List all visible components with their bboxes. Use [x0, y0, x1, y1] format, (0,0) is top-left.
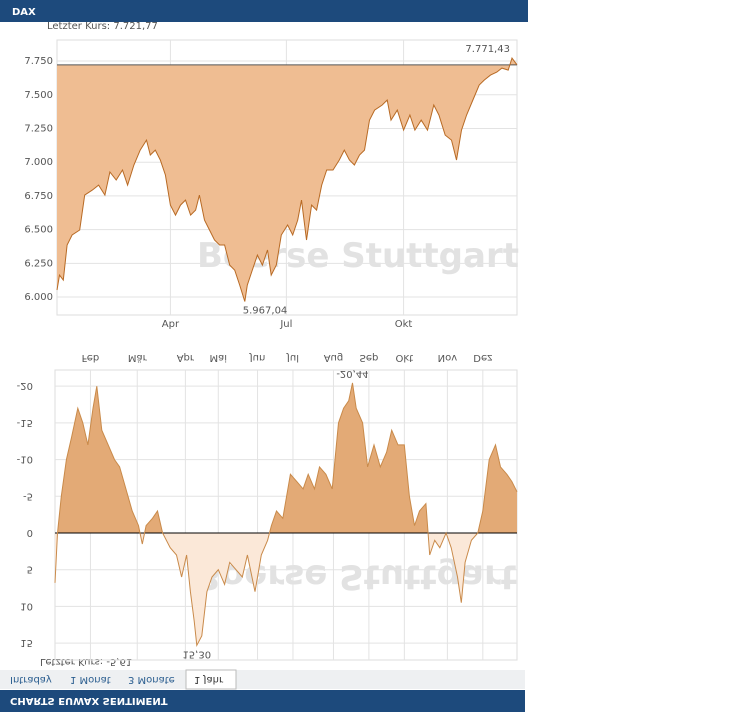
- x-tick-label: Mai: [210, 352, 228, 363]
- x-tick-label: Aug: [324, 352, 344, 363]
- y-tick-label: 7.000: [24, 157, 53, 168]
- x-tick-label: Jul: [286, 352, 299, 363]
- y-tick-label: 6.500: [24, 225, 53, 236]
- max-label: 7.771,43: [465, 44, 510, 55]
- min-label: -20,44: [336, 368, 368, 379]
- y-tick-label: 6.000: [24, 292, 53, 303]
- y-tick-label: 15: [20, 637, 33, 648]
- x-tick-label: Okt: [395, 319, 413, 330]
- max-label: 15,30: [182, 648, 211, 659]
- area: [57, 58, 517, 302]
- y-tick-label: 5: [27, 564, 33, 575]
- tab-active[interactable]: [185, 669, 237, 690]
- header-bar: [0, 0, 528, 22]
- subtitle: Letzter Kurs: -5,61: [40, 656, 132, 667]
- x-tick-label: Dez: [473, 352, 492, 363]
- y-tick-label: 7.500: [24, 90, 53, 101]
- y-tick-label: 0: [27, 527, 33, 538]
- x-tick-label: Nov: [438, 352, 458, 363]
- min-label: 5.967,04: [243, 306, 288, 317]
- x-tick-label: Jun: [249, 352, 266, 363]
- x-tick-label: Jul: [279, 319, 292, 330]
- y-tick-label: 7.750: [24, 56, 53, 67]
- y-tick-label: 10: [20, 600, 33, 611]
- footer-bar: [0, 690, 525, 712]
- x-tick-label: Feb: [82, 352, 100, 363]
- y-tick-label: -15: [17, 417, 33, 428]
- y-tick-label: 6.250: [24, 258, 53, 269]
- x-tick-label: Okt: [396, 352, 414, 363]
- y-tick-label: 6.750: [24, 191, 53, 202]
- subtitle: Letzter Kurs: 7.721,77: [47, 21, 158, 32]
- tab[interactable]: 1 Monat: [70, 674, 111, 685]
- area-negative: [55, 382, 517, 533]
- y-tick-label: -20: [17, 380, 33, 391]
- tab[interactable]: 3 Monate: [128, 674, 175, 685]
- sentiment-panel: CHARTS EUWAX SENTIMENT Intraday 1 Monat …: [0, 352, 525, 712]
- y-tick-label: -10: [17, 454, 33, 465]
- line: [56, 57, 518, 302]
- x-tick-label: Sep: [359, 352, 378, 363]
- y-tick-label: 7.250: [24, 123, 53, 134]
- x-tick-label: Apr: [177, 352, 195, 363]
- y-tick-label: -5: [23, 490, 33, 501]
- line: [54, 382, 518, 647]
- footer-title: CHARTS EUWAX SENTIMENT: [10, 695, 168, 706]
- x-tick-label: Apr: [162, 319, 180, 330]
- x-tick-label: Mär: [128, 352, 148, 363]
- tab[interactable]: Intraday: [10, 674, 52, 685]
- tab-bar: [0, 670, 525, 689]
- tab[interactable]: 1 Jahr: [194, 674, 224, 685]
- header-title: DAX: [12, 7, 36, 18]
